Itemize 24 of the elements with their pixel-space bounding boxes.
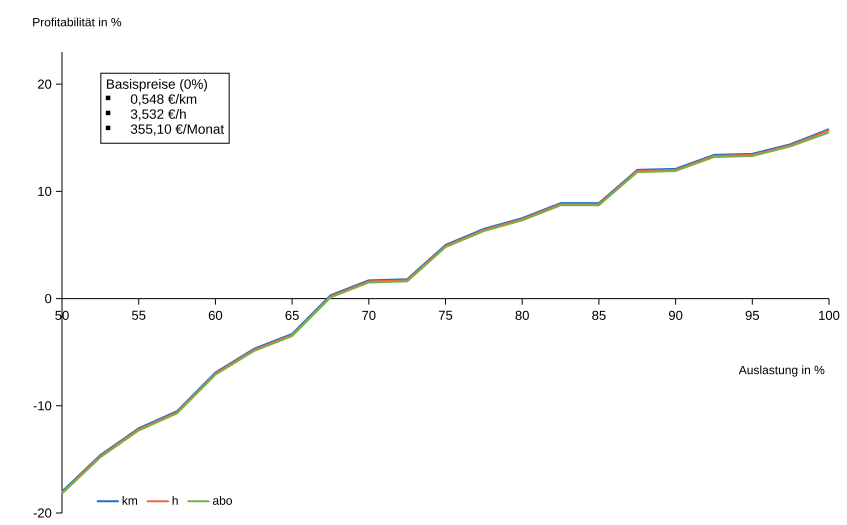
legend-label: h (172, 496, 178, 505)
x-tick-label: 60 (208, 310, 222, 320)
x-tick-label: 70 (362, 310, 376, 320)
legend-label: km (122, 496, 138, 505)
x-tick-label: 55 (132, 310, 146, 320)
x-tick-label: 85 (592, 310, 606, 320)
annotation: 0,548 €/km (130, 94, 196, 106)
x-tick-label: 75 (438, 310, 452, 320)
annotation: 3,532 €/h (130, 108, 186, 120)
y-tick-label: -20 (34, 508, 52, 518)
x-tick-label: 90 (668, 310, 682, 320)
x-axis-title: Auslastung in % (738, 365, 824, 377)
y-tick-label: -10 (34, 401, 52, 410)
annotation: 355,10 €/Monat (130, 124, 224, 136)
x-tick-label: 80 (516, 310, 529, 320)
x-tick-label: 95 (746, 310, 759, 320)
y-tick-label: 10 (38, 186, 52, 196)
legend-label: abo (212, 496, 232, 505)
y-tick-label: 20 (38, 80, 52, 89)
x-tick-label: 65 (286, 310, 299, 320)
y-axis-title: Profitabilität in % (33, 18, 122, 26)
x-tick-label: 100 (819, 310, 840, 320)
y-tick-label: 0 (45, 294, 52, 304)
annotation: Basispreise (0%) (106, 78, 208, 92)
